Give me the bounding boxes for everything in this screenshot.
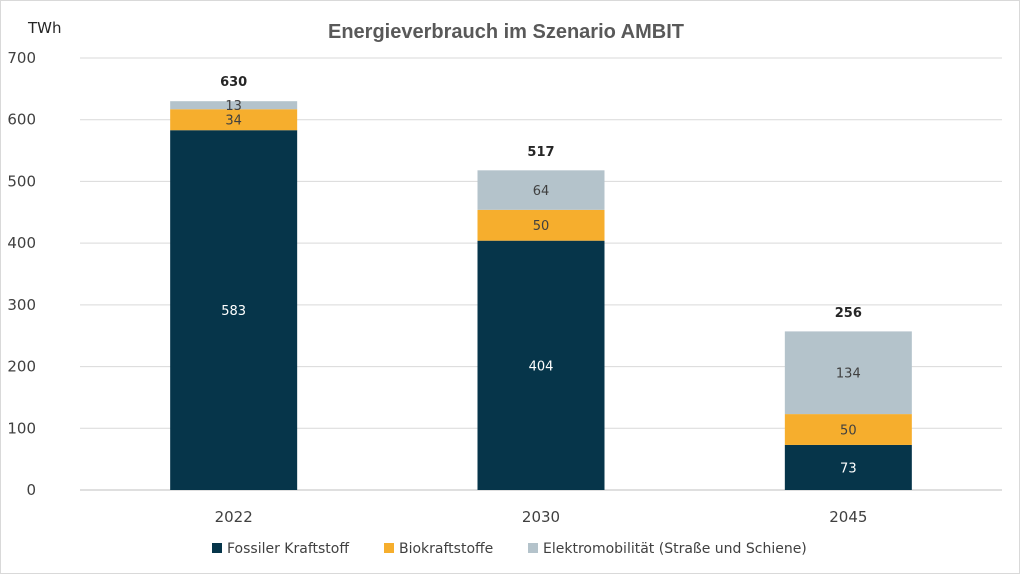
- bar-segment: [477, 240, 605, 490]
- x-tick-label: 2045: [829, 508, 867, 526]
- y-tick-label: 700: [7, 49, 36, 67]
- total-label: 517: [527, 145, 554, 160]
- y-tick-label: 100: [7, 419, 36, 437]
- bar-segment: [477, 209, 605, 241]
- data-label: 50: [533, 219, 550, 234]
- y-tick-label: 600: [7, 111, 36, 129]
- y-tick-label: 0: [26, 481, 36, 499]
- x-axis-ticks: 2022 2030 2045: [215, 508, 868, 526]
- chart-title: Energieverbrauch im Szenario AMBIT: [328, 21, 684, 43]
- bar-segment: [170, 109, 298, 131]
- y-tick-label: 400: [7, 234, 36, 252]
- bar-segment: [477, 170, 605, 210]
- data-label: 73: [840, 461, 857, 476]
- legend-entry: Fossiler Kraftstoff: [227, 541, 349, 557]
- legend-swatch: [212, 543, 222, 553]
- data-label: 583: [221, 304, 246, 319]
- legend: Fossiler Kraftstoff Biokraftstoffe Elektro…: [212, 541, 807, 557]
- bar-segment: [784, 414, 912, 445]
- legend-entry: Biokraftstoffe: [399, 541, 493, 557]
- y-tick-label: 200: [7, 358, 36, 376]
- legend-swatch: [384, 543, 394, 553]
- bar-segment: [170, 130, 298, 490]
- data-label: 13: [225, 99, 242, 114]
- data-label: 64: [533, 184, 550, 199]
- y-axis-ticks: 0 100 200 300 400 500 600 700: [7, 49, 36, 499]
- x-tick-label: 2022: [215, 508, 253, 526]
- total-label: 630: [220, 75, 247, 90]
- bar-segment: [170, 101, 298, 110]
- bar-segment: [784, 331, 912, 415]
- y-tick-label: 300: [7, 296, 36, 314]
- total-label: 256: [835, 306, 862, 321]
- data-label: 404: [529, 359, 554, 374]
- legend-entry: Elektromobilität (Straße und Schiene): [543, 541, 807, 557]
- y-axis-unit-label: TWh: [27, 19, 62, 37]
- data-label: 34: [225, 114, 242, 129]
- bar-segment: [784, 444, 912, 490]
- x-tick-label: 2030: [522, 508, 560, 526]
- data-label: 50: [840, 424, 857, 439]
- data-label: 134: [836, 367, 861, 382]
- legend-swatch: [528, 543, 538, 553]
- y-tick-label: 500: [7, 172, 36, 190]
